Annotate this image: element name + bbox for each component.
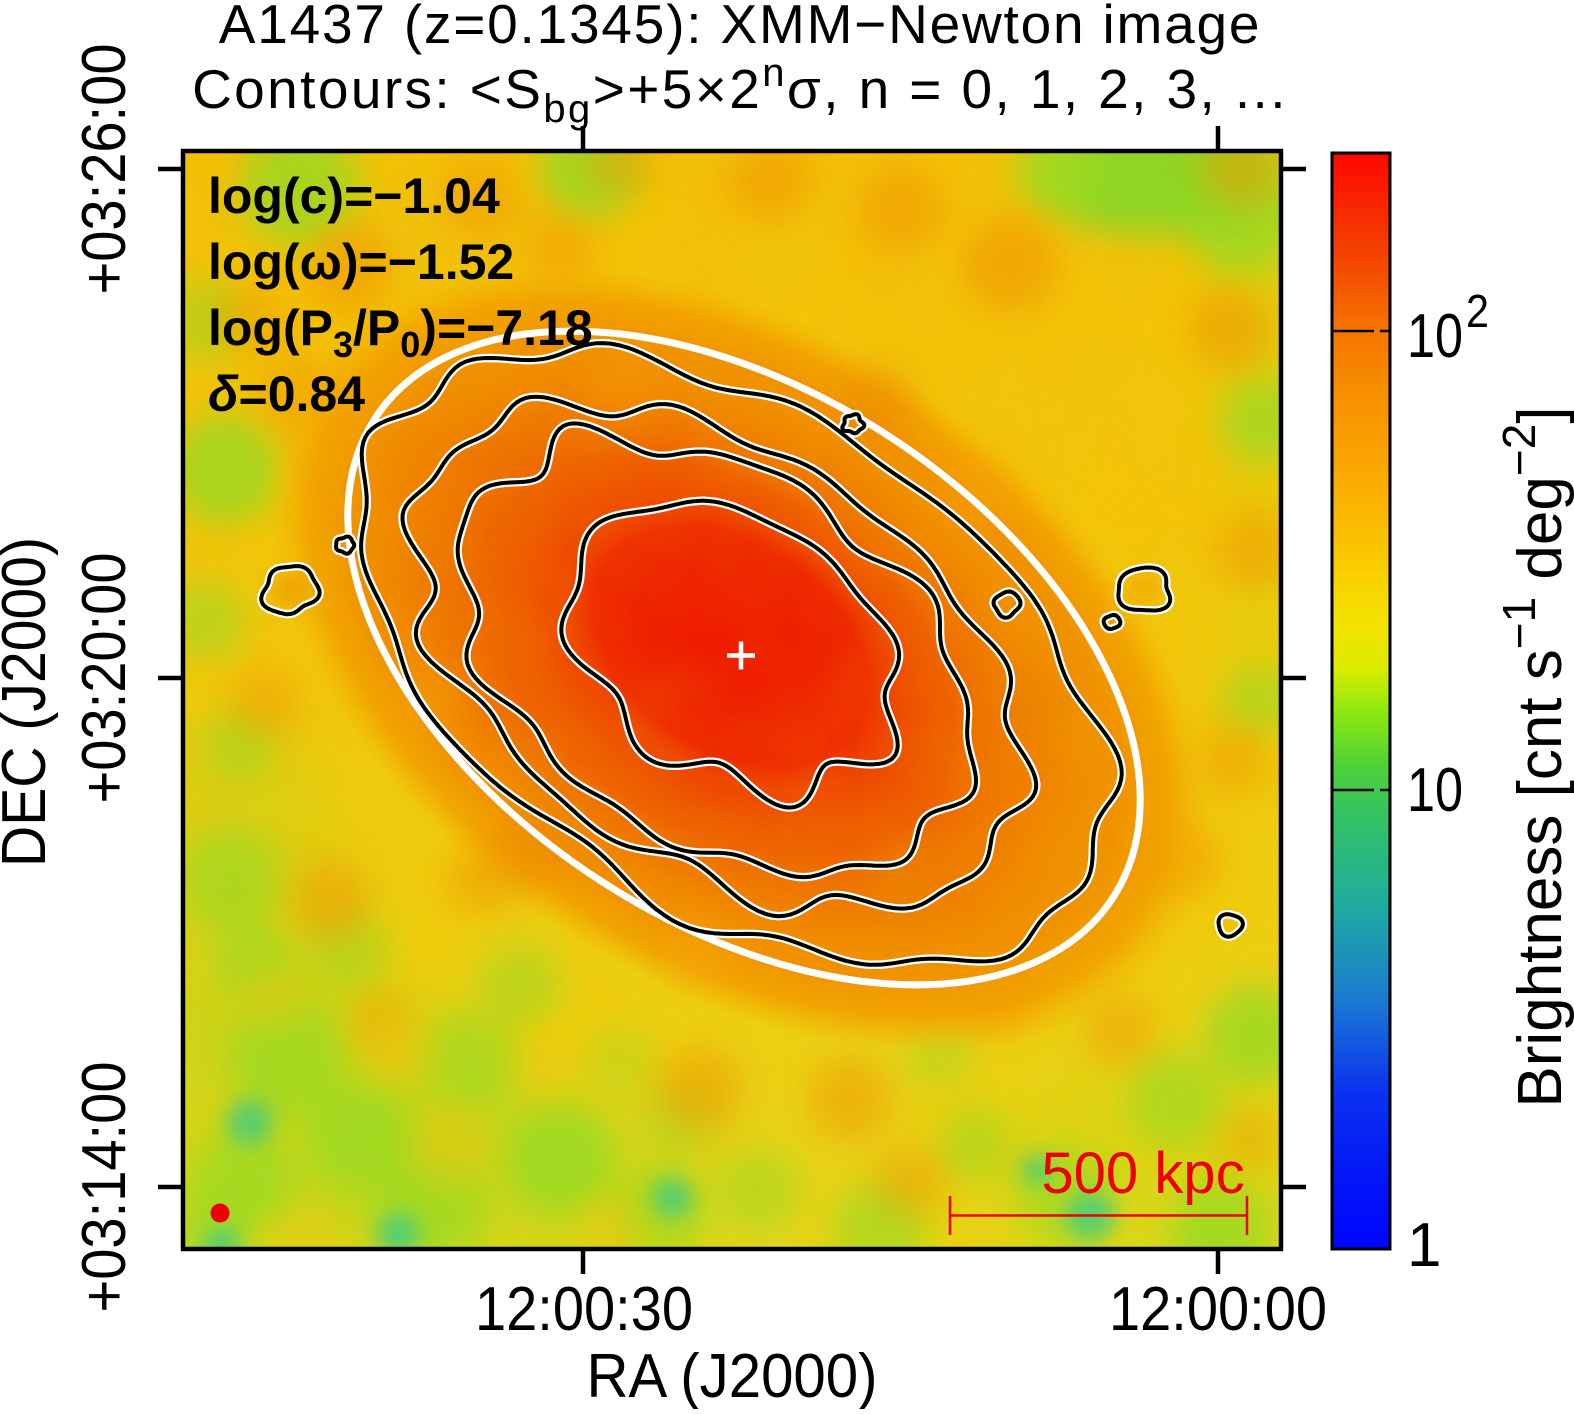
svg-text:+03:14:00: +03:14:00	[70, 1062, 139, 1313]
svg-text:+03:26:00: +03:26:00	[70, 43, 139, 294]
svg-text:RA (J2000): RA (J2000)	[587, 1342, 878, 1409]
svg-text:10: 10	[1407, 756, 1463, 825]
svg-text:+03:20:00: +03:20:00	[70, 553, 139, 804]
svg-text:A1437 (z=0.1345): XMM−Newton i: A1437 (z=0.1345): XMM−Newton image	[219, 0, 1262, 55]
svg-text:Contours: <Sbg>+5×2nσ, n = 0,: Contours: <Sbg>+5×2nσ, n = 0, 1, 2, 3, .…	[192, 51, 1288, 131]
svg-text:2: 2	[1466, 285, 1489, 337]
svg-text:log(c)=−1.04: log(c)=−1.04	[208, 168, 500, 224]
svg-text:10: 10	[1407, 302, 1463, 371]
svg-text:12:00:30: 12:00:30	[475, 1275, 693, 1344]
svg-text:12:00:00: 12:00:00	[1109, 1275, 1327, 1344]
svg-text:δ=0.84: δ=0.84	[208, 366, 365, 422]
svg-text:500 kpc: 500 kpc	[1041, 1141, 1244, 1206]
svg-text:log(ω)=−1.52: log(ω)=−1.52	[208, 234, 514, 290]
svg-text:Brightness [cnt s−1 deg−2]: Brightness [cnt s−1 deg−2]	[1493, 406, 1574, 1107]
svg-text:DEC (J2000): DEC (J2000)	[0, 537, 59, 867]
svg-text:1: 1	[1407, 1211, 1441, 1280]
